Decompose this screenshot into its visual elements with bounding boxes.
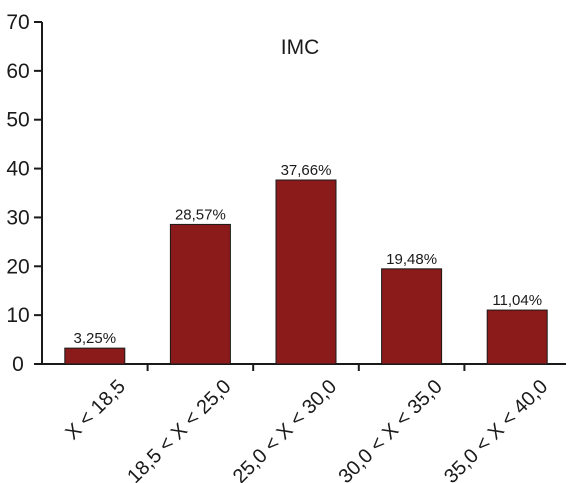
bar [169,223,231,365]
data-label: 28,57% [175,206,226,223]
y-tick-label: 50 [6,109,29,132]
data-label: 11,04% [492,292,542,309]
y-axis: 0 10 20 30 40 50 60 70 [6,11,43,376]
y-tick-label: 60 [6,60,29,83]
bar [275,179,337,365]
category-label: 18,5 < X < 25,0 [123,376,235,483]
data-labels: 3,25% 28,57% 37,66% 19,48% 11,04% [74,162,543,347]
category-label: 30,0 < X < 35,0 [334,376,446,483]
data-label: 37,66% [281,162,332,179]
x-axis [42,363,566,371]
y-tick-label: 0 [12,353,24,376]
category-label: 35,0 < X < 40,0 [440,376,552,483]
category-labels: X < 18,518,5 < X < 25,025,0 < X < 30,030… [61,376,552,483]
data-label: 19,48% [386,251,437,268]
category-label: X < 18,5 [61,376,130,445]
y-tick-label: 40 [6,158,29,181]
bars [64,179,548,365]
y-tick-label: 30 [6,206,29,229]
bar [486,309,548,365]
chart-title: IMC [281,36,320,59]
category-label: 25,0 < X < 30,0 [229,376,341,483]
y-tick-label: 20 [6,255,29,278]
y-tick-label: 10 [6,304,29,327]
bar [381,268,443,365]
y-tick-label: 70 [6,11,29,34]
data-label: 3,25% [74,330,117,347]
bar [64,347,126,365]
